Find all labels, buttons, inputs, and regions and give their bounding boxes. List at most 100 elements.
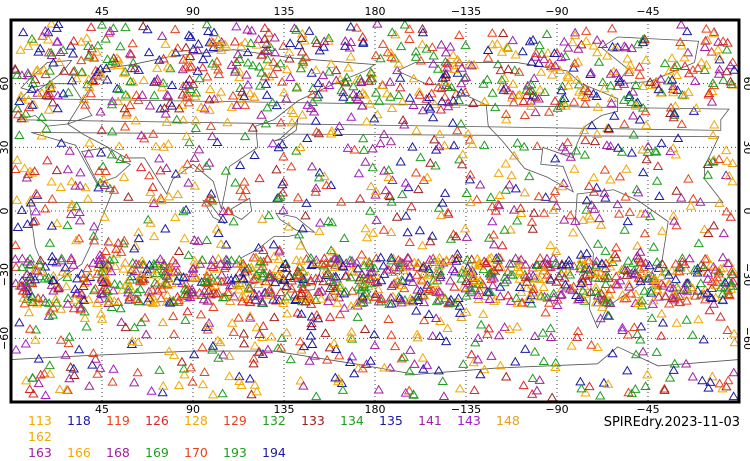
observation-marker xyxy=(630,100,641,110)
left-lat-label: 30 xyxy=(0,140,11,154)
observation-marker xyxy=(668,283,679,293)
observation-marker xyxy=(557,81,568,91)
observation-marker xyxy=(410,46,422,56)
observation-marker xyxy=(416,275,428,285)
observation-marker xyxy=(262,253,273,263)
observation-marker xyxy=(27,278,38,287)
observation-marker xyxy=(278,205,289,215)
observation-marker xyxy=(328,338,340,347)
observation-marker xyxy=(488,229,499,239)
observation-marker xyxy=(66,75,78,85)
observation-marker xyxy=(290,295,301,304)
observation-marker xyxy=(588,172,599,182)
observation-marker xyxy=(125,76,136,86)
observation-marker xyxy=(590,297,601,307)
observation-marker xyxy=(520,259,531,269)
top-lon-label: 90 xyxy=(186,5,200,18)
observation-marker xyxy=(715,282,727,292)
observation-marker xyxy=(311,258,322,267)
observation-marker xyxy=(428,58,439,68)
observation-marker xyxy=(597,77,608,87)
observation-marker xyxy=(702,273,713,283)
observation-marker xyxy=(699,253,711,263)
observation-marker xyxy=(156,82,168,92)
observation-marker xyxy=(96,19,108,29)
observation-marker xyxy=(369,340,380,350)
observation-marker xyxy=(217,388,228,398)
observation-marker xyxy=(190,123,201,132)
observation-marker xyxy=(498,28,509,38)
observation-marker xyxy=(363,75,375,85)
observation-marker xyxy=(713,37,724,46)
observation-marker xyxy=(27,292,38,302)
observation-marker xyxy=(197,255,208,264)
observation-marker xyxy=(155,293,167,303)
observation-marker xyxy=(83,148,95,158)
observation-marker xyxy=(405,293,416,303)
observation-marker xyxy=(666,265,678,275)
observation-marker xyxy=(514,89,525,99)
observation-marker xyxy=(383,172,394,182)
observation-marker xyxy=(560,51,571,61)
observation-marker xyxy=(454,308,466,317)
observation-marker xyxy=(46,251,58,261)
observation-marker xyxy=(101,262,113,272)
observation-marker xyxy=(314,226,325,236)
observation-marker xyxy=(106,126,118,136)
observation-marker xyxy=(714,64,725,74)
observation-marker xyxy=(393,90,405,99)
observation-marker xyxy=(242,47,253,57)
observation-marker xyxy=(564,269,576,279)
observation-marker xyxy=(683,68,695,78)
observation-marker xyxy=(115,154,126,164)
observation-marker xyxy=(493,330,505,340)
observation-marker xyxy=(550,362,561,372)
observation-marker xyxy=(478,264,489,274)
observation-marker xyxy=(523,292,535,302)
observation-marker xyxy=(714,54,725,64)
observation-marker xyxy=(177,89,188,99)
observation-marker xyxy=(626,147,638,157)
observation-marker xyxy=(704,305,715,315)
observation-marker xyxy=(471,194,482,204)
observation-marker xyxy=(579,264,590,274)
observation-marker xyxy=(43,272,54,282)
observation-marker xyxy=(332,255,343,265)
observation-marker xyxy=(173,103,185,113)
observation-marker xyxy=(30,206,42,216)
observation-marker xyxy=(40,390,51,400)
observation-marker xyxy=(115,41,126,51)
observation-marker xyxy=(697,375,708,385)
observation-marker xyxy=(29,166,40,175)
observation-marker xyxy=(614,171,626,181)
observation-marker xyxy=(293,292,304,302)
observation-marker xyxy=(571,332,583,341)
observation-marker xyxy=(713,51,724,61)
observation-marker xyxy=(218,206,229,216)
observation-marker xyxy=(364,98,376,108)
observation-marker xyxy=(536,49,547,58)
observation-marker xyxy=(248,358,259,368)
observation-marker xyxy=(172,189,184,199)
legend-entry: 118 xyxy=(67,413,91,428)
observation-marker xyxy=(642,273,653,282)
observation-marker xyxy=(392,265,403,275)
observation-marker xyxy=(720,170,732,179)
observation-marker xyxy=(336,85,347,95)
observation-marker xyxy=(360,287,372,297)
observation-marker xyxy=(130,115,141,125)
observation-marker xyxy=(84,137,95,147)
observation-marker xyxy=(433,365,444,375)
observation-marker xyxy=(696,57,707,67)
observation-marker xyxy=(454,154,465,164)
observation-marker xyxy=(728,328,740,338)
observation-marker xyxy=(302,100,313,109)
observation-marker xyxy=(383,190,394,199)
observation-marker xyxy=(493,168,504,177)
legend: 113 118 119 126 128 129 132 133 134 135 141 143 1481… xyxy=(28,413,568,461)
observation-marker xyxy=(621,163,632,173)
observation-marker xyxy=(487,39,498,49)
observation-marker xyxy=(553,271,565,281)
observation-marker xyxy=(447,264,459,274)
observation-marker xyxy=(269,32,280,42)
